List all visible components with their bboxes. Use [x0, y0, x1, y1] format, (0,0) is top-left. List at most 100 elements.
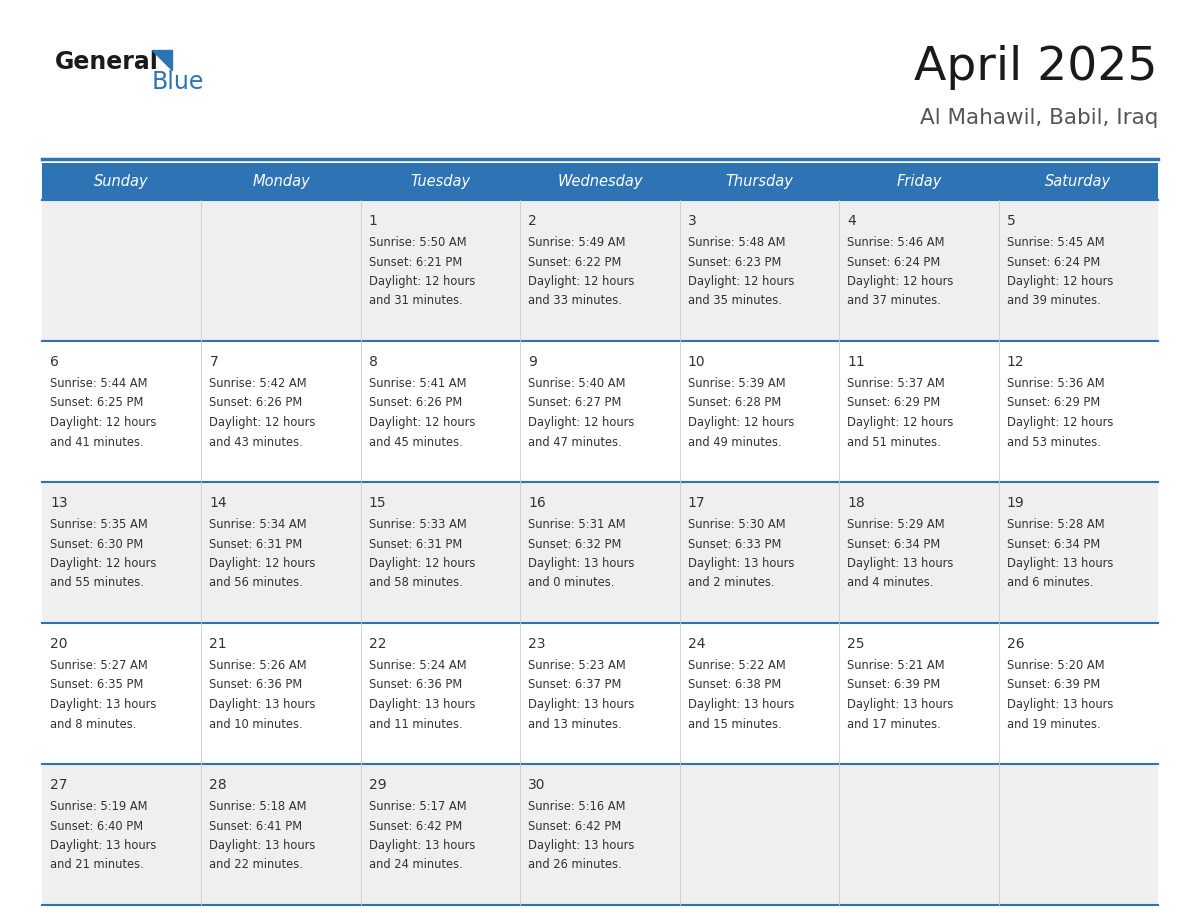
Text: Sunrise: 5:19 AM: Sunrise: 5:19 AM — [50, 800, 147, 813]
Bar — [202, 200, 361, 341]
Text: and 17 minutes.: and 17 minutes. — [847, 718, 941, 731]
Text: Sunset: 6:34 PM: Sunset: 6:34 PM — [847, 538, 941, 551]
Text: 29: 29 — [368, 778, 386, 792]
Text: Sunset: 6:31 PM: Sunset: 6:31 PM — [209, 538, 303, 551]
Text: 9: 9 — [529, 355, 537, 369]
Text: Sunset: 6:34 PM: Sunset: 6:34 PM — [1006, 538, 1100, 551]
Text: Sunrise: 5:31 AM: Sunrise: 5:31 AM — [529, 518, 626, 531]
Text: Daylight: 13 hours: Daylight: 13 hours — [688, 557, 794, 570]
Text: and 37 minutes.: and 37 minutes. — [847, 295, 941, 308]
Text: Sunset: 6:29 PM: Sunset: 6:29 PM — [1006, 397, 1100, 409]
Polygon shape — [152, 50, 172, 70]
Text: Friday: Friday — [896, 174, 942, 189]
Text: and 22 minutes.: and 22 minutes. — [209, 858, 303, 871]
Text: and 45 minutes.: and 45 minutes. — [368, 435, 462, 449]
Text: Sunrise: 5:48 AM: Sunrise: 5:48 AM — [688, 236, 785, 249]
Text: and 8 minutes.: and 8 minutes. — [50, 718, 137, 731]
Text: Daylight: 13 hours: Daylight: 13 hours — [847, 557, 954, 570]
Text: Sunrise: 5:44 AM: Sunrise: 5:44 AM — [50, 377, 147, 390]
Text: Sunset: 6:24 PM: Sunset: 6:24 PM — [847, 255, 941, 268]
Bar — [839, 764, 999, 905]
Text: 23: 23 — [529, 637, 545, 651]
Text: Sunrise: 5:42 AM: Sunrise: 5:42 AM — [209, 377, 307, 390]
Text: Daylight: 12 hours: Daylight: 12 hours — [50, 416, 157, 429]
Text: 17: 17 — [688, 496, 706, 510]
Bar — [839, 163, 999, 200]
Text: Sunrise: 5:49 AM: Sunrise: 5:49 AM — [529, 236, 626, 249]
Text: Sunrise: 5:45 AM: Sunrise: 5:45 AM — [1006, 236, 1104, 249]
Text: Sunset: 6:38 PM: Sunset: 6:38 PM — [688, 678, 781, 691]
Text: Sunset: 6:39 PM: Sunset: 6:39 PM — [1006, 678, 1100, 691]
Text: Daylight: 12 hours: Daylight: 12 hours — [50, 557, 157, 570]
Text: Daylight: 12 hours: Daylight: 12 hours — [847, 416, 954, 429]
Text: Monday: Monday — [252, 174, 310, 189]
Text: Sunset: 6:22 PM: Sunset: 6:22 PM — [529, 255, 621, 268]
Text: and 55 minutes.: and 55 minutes. — [50, 577, 144, 589]
Text: Daylight: 12 hours: Daylight: 12 hours — [529, 416, 634, 429]
Bar — [839, 482, 999, 623]
Text: 5: 5 — [1006, 214, 1016, 228]
Text: Daylight: 12 hours: Daylight: 12 hours — [1006, 275, 1113, 288]
Text: 22: 22 — [368, 637, 386, 651]
Text: 2: 2 — [529, 214, 537, 228]
Bar — [202, 341, 361, 482]
Text: Sunrise: 5:46 AM: Sunrise: 5:46 AM — [847, 236, 944, 249]
Text: Daylight: 12 hours: Daylight: 12 hours — [368, 275, 475, 288]
Bar — [999, 341, 1158, 482]
Text: Sunrise: 5:24 AM: Sunrise: 5:24 AM — [368, 659, 467, 672]
Text: and 24 minutes.: and 24 minutes. — [368, 858, 462, 871]
Text: Daylight: 12 hours: Daylight: 12 hours — [368, 557, 475, 570]
Bar — [520, 764, 680, 905]
Text: Sunset: 6:24 PM: Sunset: 6:24 PM — [1006, 255, 1100, 268]
Text: Sunrise: 5:29 AM: Sunrise: 5:29 AM — [847, 518, 944, 531]
Text: 26: 26 — [1006, 637, 1024, 651]
Bar — [680, 623, 839, 764]
Text: and 51 minutes.: and 51 minutes. — [847, 435, 941, 449]
Text: 1: 1 — [368, 214, 378, 228]
Text: and 33 minutes.: and 33 minutes. — [529, 295, 623, 308]
Text: Sunrise: 5:36 AM: Sunrise: 5:36 AM — [1006, 377, 1104, 390]
Text: Sunset: 6:32 PM: Sunset: 6:32 PM — [529, 538, 621, 551]
Text: Daylight: 13 hours: Daylight: 13 hours — [1006, 557, 1113, 570]
Text: Sunrise: 5:21 AM: Sunrise: 5:21 AM — [847, 659, 944, 672]
Text: Thursday: Thursday — [726, 174, 794, 189]
Text: Sunrise: 5:28 AM: Sunrise: 5:28 AM — [1006, 518, 1104, 531]
Text: 19: 19 — [1006, 496, 1024, 510]
Text: and 39 minutes.: and 39 minutes. — [1006, 295, 1100, 308]
Text: 13: 13 — [50, 496, 68, 510]
Text: and 15 minutes.: and 15 minutes. — [688, 718, 782, 731]
Text: Sunset: 6:31 PM: Sunset: 6:31 PM — [368, 538, 462, 551]
Text: Daylight: 12 hours: Daylight: 12 hours — [209, 557, 316, 570]
Bar — [520, 163, 680, 200]
Text: Daylight: 12 hours: Daylight: 12 hours — [1006, 416, 1113, 429]
Text: Sunset: 6:39 PM: Sunset: 6:39 PM — [847, 678, 941, 691]
Text: Daylight: 12 hours: Daylight: 12 hours — [529, 275, 634, 288]
Text: and 56 minutes.: and 56 minutes. — [209, 577, 303, 589]
Text: Sunrise: 5:40 AM: Sunrise: 5:40 AM — [529, 377, 626, 390]
Text: Sunrise: 5:22 AM: Sunrise: 5:22 AM — [688, 659, 785, 672]
Text: Sunset: 6:33 PM: Sunset: 6:33 PM — [688, 538, 781, 551]
Text: and 21 minutes.: and 21 minutes. — [50, 858, 144, 871]
Text: and 43 minutes.: and 43 minutes. — [209, 435, 303, 449]
Text: Sunrise: 5:26 AM: Sunrise: 5:26 AM — [209, 659, 307, 672]
Bar — [361, 200, 520, 341]
Text: Daylight: 13 hours: Daylight: 13 hours — [688, 698, 794, 711]
Text: 14: 14 — [209, 496, 227, 510]
Text: 6: 6 — [50, 355, 59, 369]
Text: Sunrise: 5:41 AM: Sunrise: 5:41 AM — [368, 377, 467, 390]
Text: Sunrise: 5:17 AM: Sunrise: 5:17 AM — [368, 800, 467, 813]
Bar — [361, 163, 520, 200]
Text: Sunrise: 5:34 AM: Sunrise: 5:34 AM — [209, 518, 307, 531]
Text: Daylight: 13 hours: Daylight: 13 hours — [368, 839, 475, 852]
Text: and 58 minutes.: and 58 minutes. — [368, 577, 462, 589]
Bar — [202, 163, 361, 200]
Text: Sunset: 6:23 PM: Sunset: 6:23 PM — [688, 255, 781, 268]
Text: and 0 minutes.: and 0 minutes. — [529, 577, 614, 589]
Bar — [42, 764, 202, 905]
Bar — [839, 623, 999, 764]
Text: Sunset: 6:35 PM: Sunset: 6:35 PM — [50, 678, 144, 691]
Bar — [520, 482, 680, 623]
Text: Daylight: 13 hours: Daylight: 13 hours — [847, 698, 954, 711]
Text: Wednesday: Wednesday — [557, 174, 643, 189]
Text: 30: 30 — [529, 778, 545, 792]
